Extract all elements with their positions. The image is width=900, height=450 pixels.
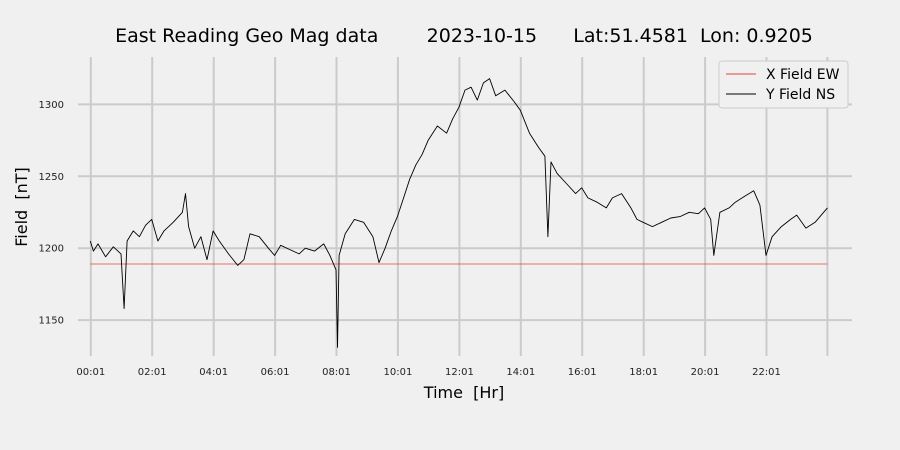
y-tick-label: 1300 [39, 100, 64, 111]
y-axis-label: Field [nT] [12, 167, 31, 247]
y-tick-label: 1150 [39, 316, 64, 327]
chart-title: East Reading Geo Mag data 2023-10-15 Lat… [115, 25, 813, 47]
x-tick-label: 06:01 [261, 367, 290, 378]
legend-frame [718, 60, 849, 109]
x-tick-label: 20:01 [691, 367, 720, 378]
x-tick-label: 16:01 [568, 367, 597, 378]
x-tick-label: 10:01 [383, 367, 412, 378]
tick-layer: 00:01 02:01 04:01 06:01 08:01 10:01 12:01 14:01… [39, 100, 781, 378]
x-tick-label: 02:01 [138, 367, 167, 378]
x-axis-label: Time [Hr] [423, 383, 504, 402]
y-tick-label: 1200 [39, 244, 64, 255]
x-tick-label: 18:01 [629, 367, 658, 378]
x-tick-label: 08:01 [322, 367, 351, 378]
series-layer [89, 78, 828, 348]
x-tick-label: 22:01 [752, 367, 781, 378]
series-line-y-field-ns [89, 78, 828, 348]
x-tick-label: 00:01 [76, 367, 105, 378]
y-tick-label: 1250 [39, 172, 64, 183]
grid-layer [78, 57, 852, 356]
legend-label-y-field-ns: Y Field NS [765, 87, 835, 103]
legend: X Field EW Y Field NS [718, 60, 849, 109]
x-tick-label: 12:01 [445, 367, 474, 378]
x-tick-label: 14:01 [506, 367, 535, 378]
x-tick-label: 04:01 [199, 367, 228, 378]
legend-label-x-field-ew: X Field EW [766, 67, 840, 83]
